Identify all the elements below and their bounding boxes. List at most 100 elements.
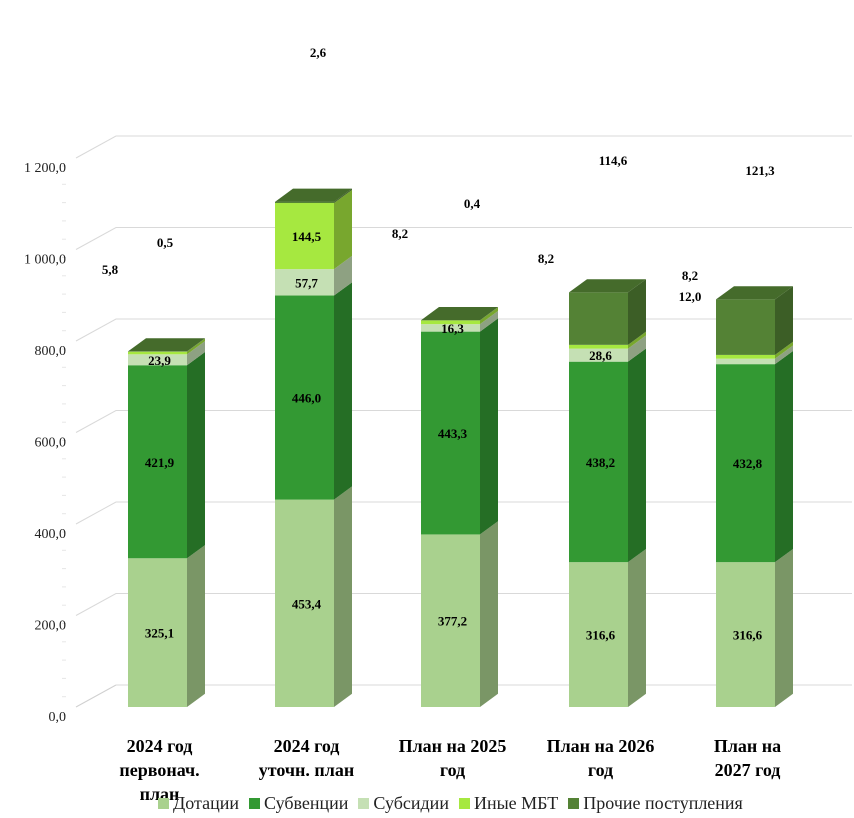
bar-top	[128, 338, 205, 352]
bar-side	[187, 338, 205, 352]
data-label: 325,1	[145, 626, 174, 641]
legend-item: Дотации	[158, 793, 239, 814]
data-label: 316,6	[586, 628, 616, 643]
bar-segment	[128, 351, 187, 355]
bar-side	[334, 188, 352, 204]
y-tick-label: 0,0	[49, 710, 67, 725]
bar-segment	[275, 201, 334, 204]
bar-segment	[421, 534, 480, 707]
data-label: 377,2	[438, 614, 467, 629]
legend-item: Субвенции	[249, 793, 348, 814]
bar-side	[480, 307, 498, 325]
bar-side	[334, 486, 352, 707]
bar-side	[480, 521, 498, 707]
legend-swatch	[358, 797, 370, 809]
category-label: 2024 год	[127, 736, 193, 756]
bar-side	[775, 341, 793, 359]
legend-item: Субсидии	[358, 793, 449, 814]
data-label: 0,4	[464, 196, 481, 211]
category-labels: 2024 год первонач. план 2024 год уточн. план…	[119, 736, 781, 804]
legend-swatch	[568, 797, 580, 809]
data-label: 12,0	[679, 289, 702, 304]
bar-top	[421, 307, 498, 321]
bar-segment	[569, 292, 628, 345]
category-label: план	[140, 784, 180, 804]
bar-segment	[569, 344, 628, 349]
y-tick-label: 400,0	[35, 527, 67, 542]
category-label: План на	[714, 736, 781, 756]
gridlines	[62, 135, 852, 716]
bar-side	[775, 286, 793, 355]
bar-segment	[421, 331, 480, 535]
legend-item: Иные МБТ	[458, 792, 559, 814]
legend-swatch	[158, 797, 169, 809]
bar-side	[480, 307, 498, 321]
data-label: 316,6	[733, 628, 763, 643]
bar-side	[628, 331, 646, 349]
bar-segment	[716, 358, 775, 365]
data-label: 121,3	[745, 163, 775, 178]
category-label: План на 2025	[399, 736, 507, 756]
bar-top	[716, 286, 793, 300]
bar-side	[775, 345, 793, 365]
bar-side	[480, 310, 498, 332]
legend-label: Дотации	[173, 792, 240, 813]
y-tick-label: 600,0	[35, 436, 67, 451]
data-label: 446,0	[292, 391, 321, 406]
bar-side	[775, 350, 793, 563]
bar-segment	[421, 324, 480, 332]
bar-segment	[128, 558, 187, 707]
legend-item: Прочие поступления	[568, 793, 743, 814]
legend: Дотации Субвенции Субсидии Иные МБТ Прочие п…	[158, 790, 854, 816]
category-label: год	[588, 760, 613, 780]
legend-label: Субсидии	[373, 792, 449, 813]
category-label: первонач.	[119, 760, 199, 780]
bar-side	[628, 348, 646, 563]
data-label: 438,2	[586, 455, 615, 470]
bar-segment	[716, 562, 775, 707]
data-labels: 325,1 421,9 23,9 5,8 0,5 453,4 446,0 57,7 144,5 2…	[102, 45, 775, 643]
data-label: 453,4	[292, 596, 322, 611]
y-axis-tick-labels: 0,0 200,0 400,0 600,0 800,0 1 000,0 1 200,0	[24, 161, 66, 725]
bar-side	[187, 352, 205, 559]
bar-side	[628, 548, 646, 707]
bar-segment	[275, 499, 334, 707]
bar-segment	[716, 354, 775, 359]
bar-segment	[275, 295, 334, 500]
bar-segment	[569, 562, 628, 707]
data-label: 8,2	[392, 226, 408, 241]
bar-segment	[569, 361, 628, 563]
bar-segment	[275, 269, 334, 296]
bar-segment	[128, 354, 187, 366]
bar-side	[480, 318, 498, 535]
legend-label: Иные МБТ	[473, 792, 559, 813]
bar-side	[334, 282, 352, 500]
legend-swatch	[458, 797, 470, 809]
bar-side	[187, 545, 205, 707]
data-label: 5,8	[102, 262, 119, 277]
bar-segment	[275, 203, 334, 270]
bar-side	[628, 279, 646, 345]
category-label: 2027 год	[715, 760, 781, 780]
legend-swatch	[249, 797, 261, 809]
floor-edge	[75, 684, 117, 708]
category-label: уточн. план	[259, 760, 355, 780]
bar-side	[334, 189, 352, 270]
legend-label: Субвенции	[264, 792, 349, 813]
data-label: 2,6	[310, 45, 327, 60]
data-label: 28,6	[589, 348, 612, 363]
data-label: 57,7	[295, 275, 318, 290]
bar-side	[628, 335, 646, 362]
legend-label: Прочие поступления	[583, 792, 743, 813]
data-label: 421,9	[145, 455, 175, 470]
category-label: год	[440, 760, 465, 780]
bar-top	[569, 279, 646, 293]
bar-segment	[716, 299, 775, 355]
y-tick-label: 1 200,0	[24, 161, 66, 176]
data-label: 432,8	[733, 456, 763, 471]
bar-segment	[716, 364, 775, 563]
data-label: 443,3	[438, 426, 468, 441]
data-label: 8,2	[538, 251, 554, 266]
category-label: План на 2026	[547, 736, 655, 756]
